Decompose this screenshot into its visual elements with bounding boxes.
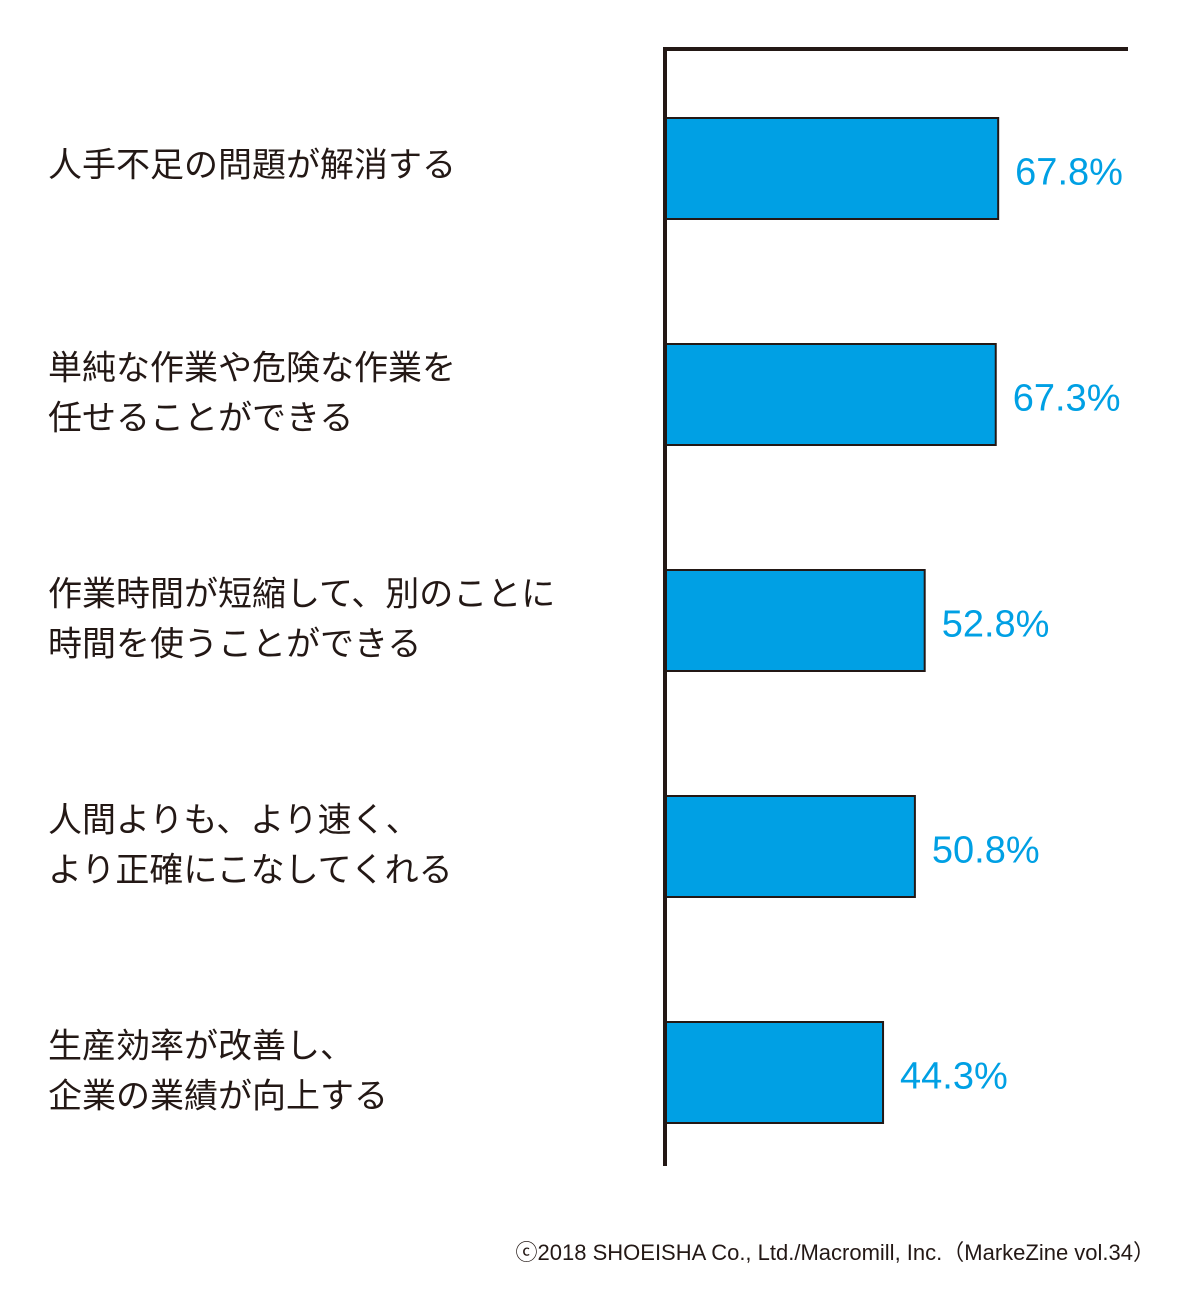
bar: [665, 117, 1000, 220]
copyright-credit: ⓒ2018 SHOEISHA Co., Ltd./Macromill, Inc.…: [516, 1240, 1155, 1265]
category-label: 単純な作業や危険な作業を: [48, 349, 456, 389]
category-label: 時間を使うことができる: [48, 625, 421, 665]
value-label: 52.8%: [942, 604, 1050, 646]
bar: [665, 569, 926, 672]
category-label: 作業時間が短縮して、別のことに: [48, 575, 555, 615]
category-label: 生産効率が改善し、: [48, 1027, 354, 1067]
category-label: 人手不足の問題が解消する: [48, 146, 456, 186]
value-label: 67.8%: [1015, 152, 1123, 194]
category-label: 人間よりも、より速く、: [48, 801, 420, 841]
value-label: 44.3%: [900, 1056, 1008, 1098]
bar: [665, 795, 916, 898]
bar: [665, 1021, 885, 1124]
category-label: 任せることができる: [48, 399, 353, 439]
bar: [665, 343, 997, 446]
category-label: 企業の業績が向上する: [48, 1077, 388, 1117]
category-label: より正確にこなしてくれる: [48, 851, 453, 891]
value-label: 50.8%: [932, 830, 1040, 872]
value-label: 67.3%: [1013, 378, 1121, 420]
